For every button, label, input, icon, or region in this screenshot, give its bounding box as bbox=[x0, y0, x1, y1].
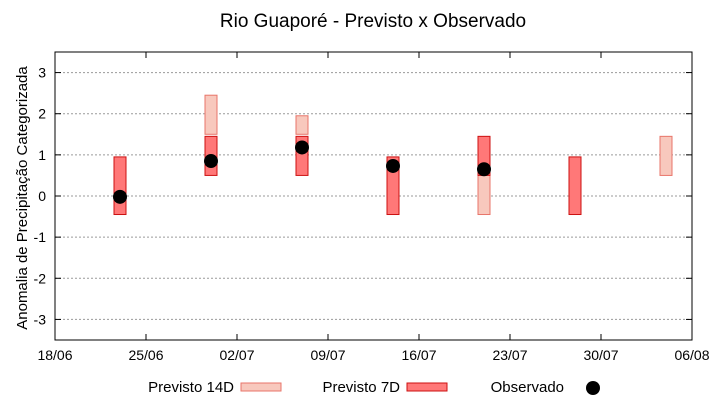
y-tick-label: 3 bbox=[38, 65, 46, 81]
x-tick-label: 18/06 bbox=[37, 347, 72, 363]
y-axis-label: Anomalia de Precipitação Categorizada bbox=[14, 66, 31, 330]
legend-label-previsto-14d: Previsto 14D bbox=[148, 379, 234, 396]
plot-frame bbox=[54, 51, 693, 341]
x-tick-label: 16/07 bbox=[401, 347, 436, 363]
y-tick-label: 2 bbox=[38, 106, 46, 122]
data-series bbox=[113, 94, 673, 216]
x-axis-ticks: 18/06 25/06 02/07 09/07 16/07 23/07 30/07 06/08 bbox=[37, 52, 710, 363]
point-observado bbox=[386, 158, 400, 173]
point-observado bbox=[295, 140, 309, 155]
x-tick-label: 06/08 bbox=[674, 347, 709, 363]
bar-previsto-7d bbox=[113, 156, 127, 216]
y-tick-label: -3 bbox=[34, 311, 47, 327]
y-tick-label: 0 bbox=[38, 188, 46, 204]
bar-previsto-14d bbox=[204, 94, 218, 135]
x-tick-label: 02/07 bbox=[219, 347, 254, 363]
x-tick-label: 25/06 bbox=[128, 347, 163, 363]
y-tick-label: 1 bbox=[38, 147, 46, 163]
legend-label-previsto-7d: Previsto 7D bbox=[322, 379, 400, 396]
legend-label-observado: Observado bbox=[491, 379, 564, 396]
point-observado bbox=[113, 189, 127, 204]
x-tick-label: 23/07 bbox=[492, 347, 527, 363]
legend-swatch-previsto-14d bbox=[240, 382, 282, 392]
legend-swatch-observado bbox=[586, 381, 600, 395]
x-tick-label: 09/07 bbox=[310, 347, 345, 363]
grid-lines bbox=[55, 72, 692, 320]
point-observado bbox=[477, 162, 491, 177]
chart-title: Rio Guaporé - Previsto x Observado bbox=[220, 11, 526, 32]
x-tick-label: 30/07 bbox=[583, 347, 618, 363]
legend-swatch-previsto-7d bbox=[406, 382, 448, 392]
bar-previsto-7d bbox=[568, 156, 582, 216]
legend: Previsto 14D Previsto 7D Observado bbox=[148, 379, 600, 396]
bar-previsto-14d bbox=[659, 135, 673, 176]
y-axis-ticks: 3 2 1 0 -1 -2 -3 bbox=[34, 65, 692, 327]
y-tick-label: -1 bbox=[34, 229, 47, 245]
y-tick-label: -2 bbox=[34, 270, 47, 286]
point-observado bbox=[204, 154, 218, 169]
bar-previsto-14d bbox=[295, 115, 309, 135]
